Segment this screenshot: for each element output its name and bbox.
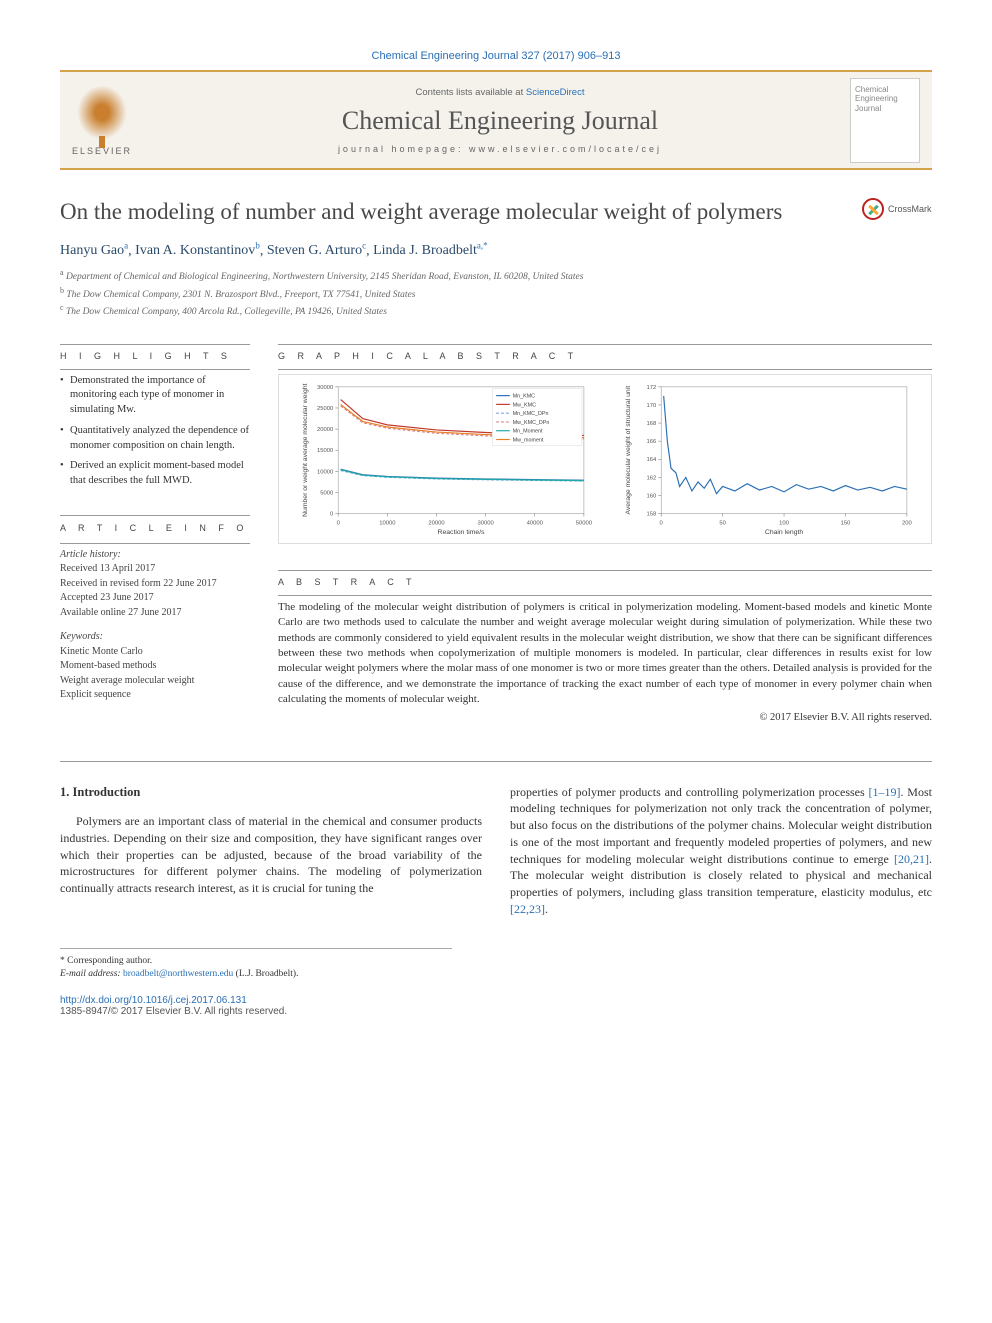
chart-mw-vs-time: 0 10000 20000 30000 40000 50000 0 5000 10000 1500… (285, 381, 602, 537)
journal-header: ELSEVIER Contents lists available at Sci… (60, 70, 932, 170)
svg-text:10000: 10000 (317, 469, 334, 475)
svg-text:15000: 15000 (317, 448, 334, 454)
cover-thumb-text: Chemical Engineering Journal (855, 85, 915, 114)
doi-link[interactable]: http://dx.doi.org/10.1016/j.cej.2017.06.… (60, 995, 932, 1006)
svg-text:20000: 20000 (428, 520, 445, 526)
affiliation: a Department of Chemical and Biological … (60, 267, 932, 284)
elsevier-tree-icon (77, 85, 127, 140)
svg-text:25000: 25000 (317, 406, 334, 412)
authors-line: Hanyu Gaoa, Ivan A. Konstantinovb, Steve… (60, 241, 932, 260)
keywords-label: Keywords: (60, 630, 250, 645)
history-list: Received 13 April 2017Received in revise… (60, 562, 250, 620)
svg-text:20000: 20000 (317, 427, 334, 433)
svg-text:150: 150 (841, 520, 852, 526)
ref-link-1-19[interactable]: [1–19] (868, 785, 900, 799)
svg-text:10000: 10000 (379, 520, 396, 526)
history-label: Article history: (60, 548, 250, 563)
history-item: Received 13 April 2017 (60, 562, 250, 577)
svg-text:0: 0 (660, 520, 664, 526)
svg-text:40000: 40000 (527, 520, 544, 526)
section-heading-intro: 1. Introduction (60, 784, 482, 802)
highlights-label: H I G H L I G H T S (60, 344, 250, 361)
svg-text:Mn_KMC_DPn: Mn_KMC_DPn (513, 411, 549, 417)
homepage-url[interactable]: www.elsevier.com/locate/cej (469, 144, 662, 154)
homepage-prefix: journal homepage: (338, 144, 469, 154)
body-para-1: Polymers are an important class of mater… (60, 813, 482, 897)
highlight-item: Derived an explicit moment-based model t… (60, 459, 250, 488)
affiliation: b The Dow Chemical Company, 2301 N. Braz… (60, 285, 932, 302)
svg-text:Mn_KMC: Mn_KMC (513, 393, 535, 399)
svg-text:Reaction time/s: Reaction time/s (438, 529, 486, 536)
svg-text:Chain length: Chain length (765, 529, 803, 536)
citation-line: Chemical Engineering Journal 327 (2017) … (60, 50, 932, 62)
email-link[interactable]: broadbelt@northwestern.edu (123, 969, 233, 979)
elsevier-logo: ELSEVIER (72, 80, 132, 160)
email-line: E-mail address: broadbelt@northwestern.e… (60, 968, 452, 981)
svg-text:Mw_KMC_DPn: Mw_KMC_DPn (513, 420, 550, 426)
ref-link-22-23[interactable]: [22,23] (510, 902, 545, 916)
history-item: Received in revised form 22 June 2017 (60, 577, 250, 592)
svg-text:30000: 30000 (477, 520, 494, 526)
author: Ivan A. Konstantinovb (135, 243, 260, 258)
body-para-2: properties of polymer products and contr… (510, 784, 932, 918)
svg-text:0: 0 (330, 511, 334, 517)
svg-text:Number or weight average molec: Number or weight average molecular weigh… (302, 383, 309, 516)
svg-text:200: 200 (902, 520, 913, 526)
homepage-line: journal homepage: www.elsevier.com/locat… (150, 144, 850, 154)
history-item: Accepted 23 June 2017 (60, 591, 250, 606)
svg-text:Average molecular weight of st: Average molecular weight of structural u… (625, 386, 632, 515)
svg-text:30000: 30000 (317, 385, 334, 391)
history-item: Available online 27 June 2017 (60, 606, 250, 621)
svg-text:Mn_Moment: Mn_Moment (513, 428, 543, 434)
author: Hanyu Gaoa (60, 243, 128, 258)
crossmark-badge[interactable]: CrossMark (862, 198, 932, 220)
keyword-item: Kinetic Monte Carlo (60, 645, 250, 660)
highlight-item: Quantitatively analyzed the dependence o… (60, 424, 250, 453)
graphical-abstract-label: G R A P H I C A L A B S T R A C T (278, 344, 932, 361)
author: Steven G. Arturoc (267, 243, 366, 258)
abstract-label: A B S T R A C T (278, 570, 932, 587)
svg-text:5000: 5000 (320, 490, 334, 496)
article-title: On the modeling of number and weight ave… (60, 198, 842, 227)
keywords-list: Kinetic Monte CarloMoment-based methodsW… (60, 645, 250, 703)
svg-text:162: 162 (647, 475, 657, 481)
corresponding-author: * Corresponding author. (60, 955, 452, 968)
svg-text:Mw_moment: Mw_moment (513, 437, 544, 443)
author: Linda J. Broadbelta,* (373, 243, 488, 258)
highlights-list: Demonstrated the importance of monitorin… (60, 374, 250, 489)
svg-text:172: 172 (647, 385, 657, 391)
crossmark-icon (862, 198, 884, 220)
svg-text:158: 158 (647, 511, 657, 517)
svg-text:100: 100 (779, 520, 790, 526)
abstract-text: The modeling of the molecular weight dis… (278, 600, 932, 708)
svg-text:50: 50 (719, 520, 726, 526)
contents-available-line: Contents lists available at ScienceDirec… (150, 87, 850, 98)
svg-text:164: 164 (647, 457, 658, 463)
svg-text:0: 0 (337, 520, 341, 526)
affiliation: c The Dow Chemical Company, 400 Arcola R… (60, 302, 932, 319)
highlight-item: Demonstrated the importance of monitorin… (60, 374, 250, 418)
crossmark-label: CrossMark (888, 204, 932, 214)
svg-text:160: 160 (647, 493, 658, 499)
svg-text:Mw_KMC: Mw_KMC (513, 402, 536, 408)
graphical-abstract: 0100002000030000400005000005000100001500… (278, 374, 932, 544)
footer-block: * Corresponding author. E-mail address: … (60, 948, 452, 982)
svg-text:166: 166 (647, 439, 657, 445)
keyword-item: Explicit sequence (60, 688, 250, 703)
svg-text:168: 168 (647, 421, 657, 427)
svg-text:170: 170 (647, 403, 658, 409)
contents-prefix: Contents lists available at (416, 87, 526, 98)
affiliations: a Department of Chemical and Biological … (60, 267, 932, 319)
sciencedirect-link[interactable]: ScienceDirect (526, 87, 585, 98)
copyright-line: © 2017 Elsevier B.V. All rights reserved… (278, 712, 932, 723)
chart-mw-vs-chainlength: 0 50 100 150 200 158 160 162 164 166 168 170 172 Chai… (608, 381, 925, 537)
issn-line: 1385-8947/© 2017 Elsevier B.V. All right… (60, 1006, 932, 1017)
article-info-label: A R T I C L E I N F O (60, 515, 250, 535)
svg-text:50000: 50000 (576, 520, 593, 526)
journal-name: Chemical Engineering Journal (150, 106, 850, 136)
ref-link-20-21[interactable]: [20,21] (894, 852, 929, 866)
journal-cover-thumb: Chemical Engineering Journal (850, 78, 920, 163)
keyword-item: Weight average molecular weight (60, 674, 250, 689)
keyword-item: Moment-based methods (60, 659, 250, 674)
